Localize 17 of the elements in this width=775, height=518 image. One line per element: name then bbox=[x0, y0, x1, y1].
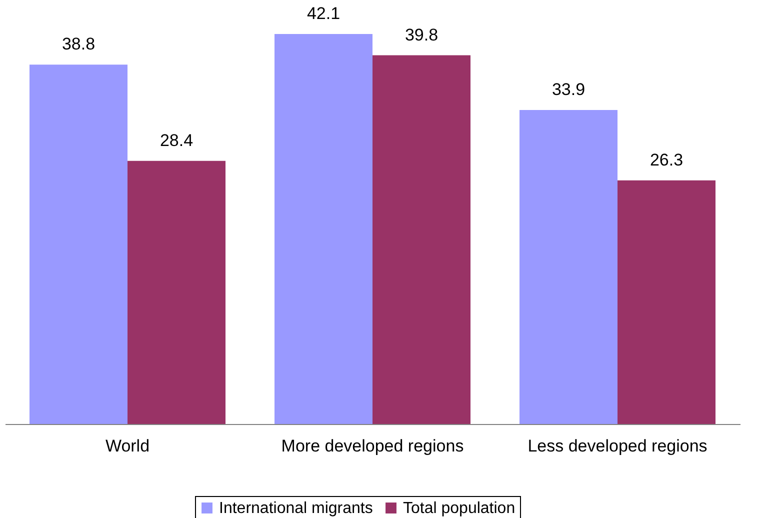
x-tick-label: World bbox=[105, 436, 150, 456]
x-tick-label: Less developed regions bbox=[528, 436, 708, 456]
bar bbox=[618, 180, 716, 424]
legend-label: International migrants bbox=[219, 500, 373, 517]
data-label: 38.8 bbox=[62, 34, 96, 54]
bar bbox=[372, 55, 470, 424]
x-tick-label: More developed regions bbox=[281, 436, 464, 456]
bar bbox=[274, 34, 372, 424]
bar bbox=[128, 160, 226, 424]
data-label: 26.3 bbox=[650, 150, 684, 170]
bar bbox=[30, 64, 128, 424]
bar bbox=[520, 110, 618, 424]
data-label: 42.1 bbox=[306, 4, 340, 23]
data-label: 33.9 bbox=[552, 80, 586, 99]
data-label: 39.8 bbox=[404, 25, 438, 44]
legend-label: Total population bbox=[403, 500, 516, 517]
data-label: 28.4 bbox=[160, 130, 194, 150]
